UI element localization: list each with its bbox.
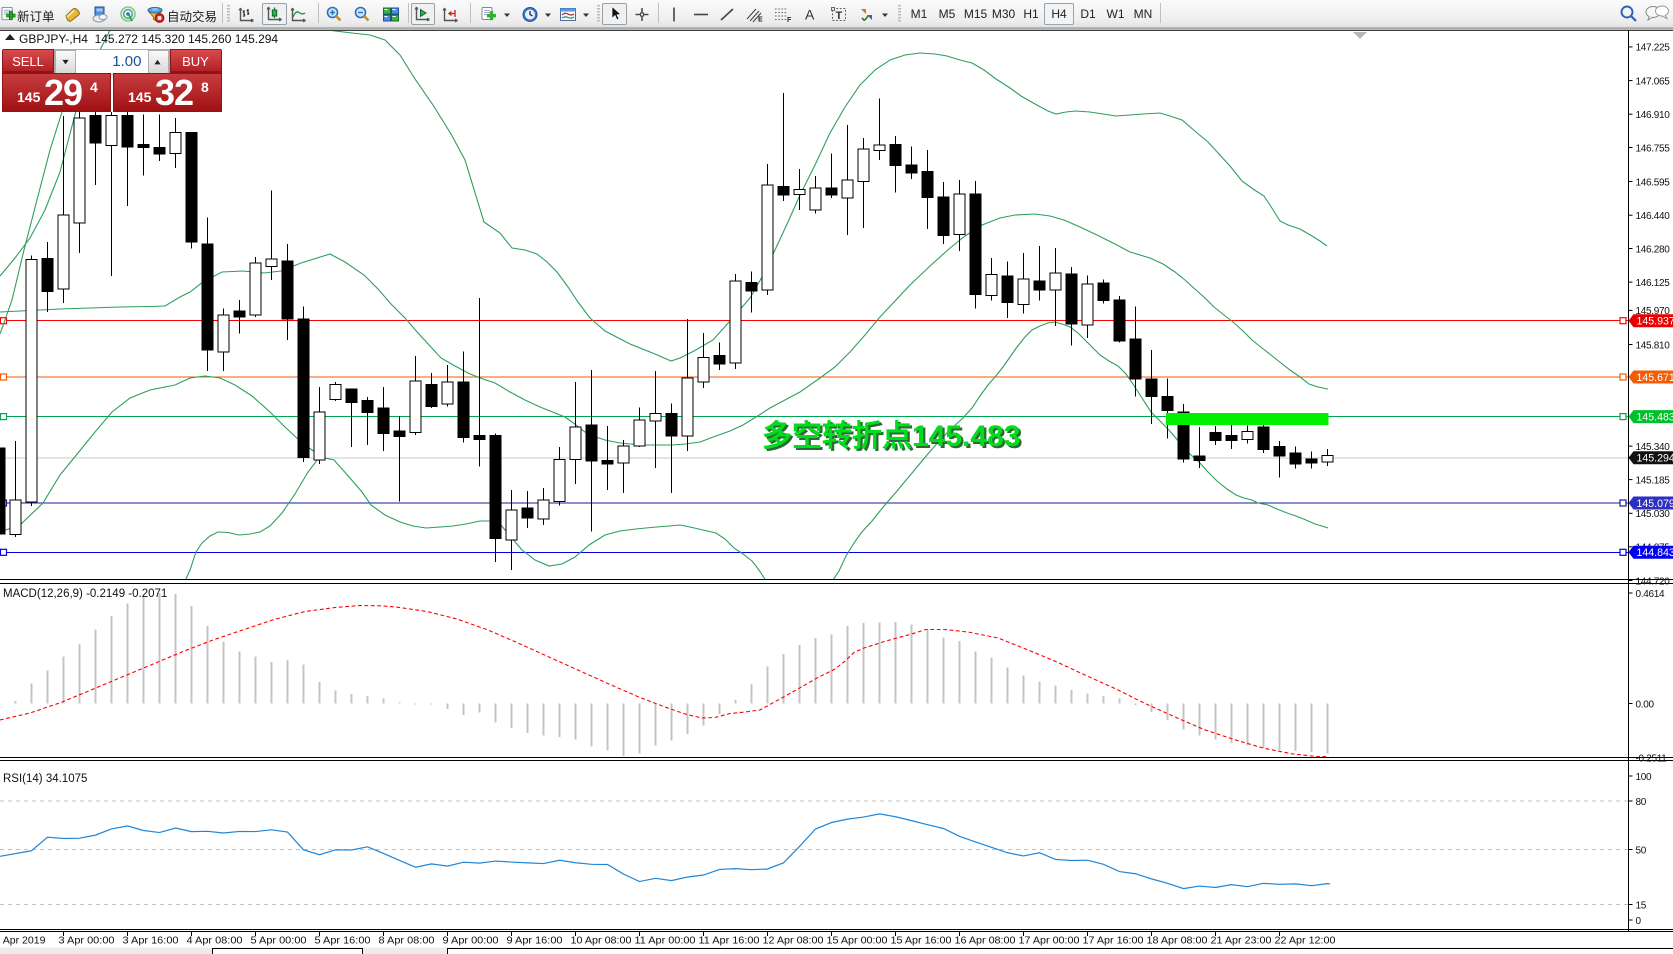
- svg-text:146.280: 146.280: [1636, 244, 1671, 255]
- svg-text:147.065: 147.065: [1636, 76, 1671, 87]
- svg-text:15 Apr 00:00: 15 Apr 00:00: [827, 935, 888, 947]
- svg-text:0.00: 0.00: [1636, 699, 1655, 710]
- svg-text:145.079: 145.079: [1637, 498, 1673, 510]
- svg-text:0.4614: 0.4614: [1636, 589, 1666, 600]
- svg-text:MACD(12,26,9) -0.2149 -0.2071: MACD(12,26,9) -0.2149 -0.2071: [3, 588, 167, 600]
- svg-text:11 Apr 16:00: 11 Apr 16:00: [699, 935, 760, 947]
- svg-text:4 Apr 08:00: 4 Apr 08:00: [187, 935, 243, 947]
- svg-text:15: 15: [1636, 900, 1647, 911]
- svg-text:15 Apr 16:00: 15 Apr 16:00: [891, 935, 952, 947]
- svg-text:E: E: [758, 16, 763, 23]
- svg-text:GBPJPY-,H4 145.272 145.320 14: GBPJPY-,H4 145.272 145.320 145.260 145.2…: [19, 32, 278, 46]
- svg-text:5 Apr 16:00: 5 Apr 16:00: [315, 935, 371, 947]
- svg-text:17 Apr 16:00: 17 Apr 16:00: [1083, 935, 1144, 947]
- svg-text:145.340: 145.340: [1636, 442, 1671, 453]
- svg-text:16 Apr 08:00: 16 Apr 08:00: [955, 935, 1016, 947]
- svg-text:11 Apr 00:00: 11 Apr 00:00: [635, 935, 696, 947]
- svg-text:22 Apr 12:00: 22 Apr 12:00: [1275, 935, 1336, 947]
- svg-text:50: 50: [1636, 845, 1647, 856]
- svg-text:145.483: 145.483: [1637, 411, 1673, 423]
- svg-text:147.225: 147.225: [1636, 43, 1671, 54]
- svg-text:3 Apr 00:00: 3 Apr 00:00: [59, 935, 115, 947]
- svg-text:145.937: 145.937: [1637, 316, 1673, 328]
- svg-text:145.294: 145.294: [1637, 453, 1673, 465]
- svg-text:-0.2511: -0.2511: [1636, 753, 1668, 764]
- svg-text:0: 0: [1636, 916, 1642, 927]
- svg-text:145.970: 145.970: [1636, 306, 1671, 317]
- svg-text:146.440: 146.440: [1636, 211, 1671, 222]
- svg-text:145.671: 145.671: [1637, 372, 1673, 384]
- svg-text:100: 100: [1636, 772, 1653, 783]
- svg-text:145.810: 145.810: [1636, 340, 1671, 351]
- svg-text:18 Apr 08:00: 18 Apr 08:00: [1147, 935, 1208, 947]
- svg-text:146.755: 146.755: [1636, 143, 1671, 154]
- svg-text:8 Apr 08:00: 8 Apr 08:00: [379, 935, 435, 947]
- svg-text:17 Apr 00:00: 17 Apr 00:00: [1019, 935, 1080, 947]
- svg-text:12 Apr 08:00: 12 Apr 08:00: [763, 935, 824, 947]
- svg-text:多空转折点145.483: 多空转折点145.483: [762, 420, 1020, 453]
- svg-text:80: 80: [1636, 797, 1647, 808]
- svg-text:146.125: 146.125: [1636, 278, 1671, 289]
- svg-text:多空转折点145.483: 多空转折点145.483: [764, 422, 1022, 455]
- svg-text:RSI(14) 34.1075: RSI(14) 34.1075: [3, 773, 87, 785]
- svg-text:144.843: 144.843: [1637, 547, 1673, 559]
- svg-text:21 Apr 23:00: 21 Apr 23:00: [1211, 935, 1272, 947]
- svg-text:10 Apr 08:00: 10 Apr 08:00: [571, 935, 632, 947]
- svg-text:F: F: [787, 17, 792, 23]
- svg-text:3 Apr 16:00: 3 Apr 16:00: [123, 935, 179, 947]
- svg-text:T: T: [836, 10, 843, 22]
- svg-text:144.720: 144.720: [1636, 576, 1671, 587]
- svg-text:9 Apr 16:00: 9 Apr 16:00: [507, 935, 563, 947]
- svg-text:A: A: [805, 6, 815, 22]
- svg-text:9 Apr 00:00: 9 Apr 00:00: [443, 935, 499, 947]
- svg-text:2 Apr 2019: 2 Apr 2019: [0, 935, 46, 947]
- svg-text:146.595: 146.595: [1636, 177, 1671, 188]
- svg-text:146.910: 146.910: [1636, 110, 1671, 121]
- svg-text:145.185: 145.185: [1636, 475, 1671, 486]
- svg-text:145.030: 145.030: [1636, 509, 1671, 520]
- svg-text:5 Apr 00:00: 5 Apr 00:00: [251, 935, 307, 947]
